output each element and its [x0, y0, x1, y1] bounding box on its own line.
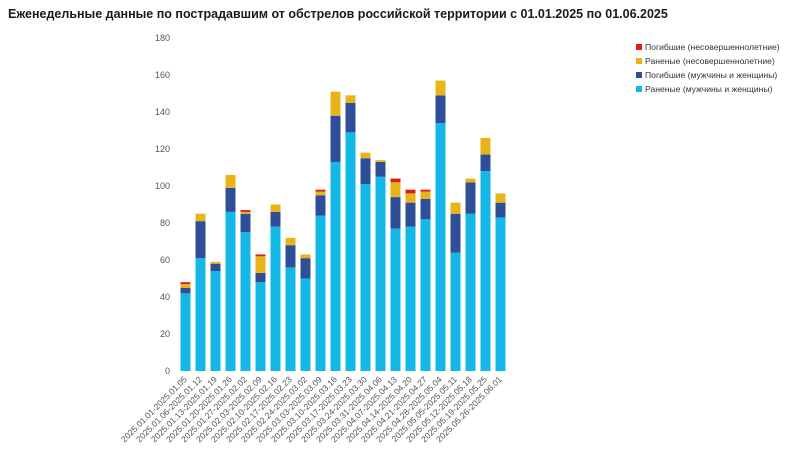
bar-segment-series-0-cat-20 — [480, 171, 491, 371]
bar-segment-series-0-cat-8 — [300, 278, 311, 371]
bar-segment-series-3-cat-15 — [405, 189, 416, 194]
bar-segment-series-2-cat-20 — [480, 137, 491, 155]
bar-segment-series-1-cat-7 — [285, 245, 296, 268]
bar-segment-series-2-cat-1 — [195, 213, 206, 222]
bar-segment-series-2-cat-17 — [435, 80, 446, 96]
bar-segment-series-1-cat-8 — [300, 258, 311, 279]
bar-segment-series-0-cat-17 — [435, 123, 446, 371]
bar-segment-series-2-cat-19 — [465, 178, 476, 183]
bar-segment-series-3-cat-9 — [315, 189, 326, 192]
y-tick-label: 120 — [155, 144, 170, 154]
y-tick-label: 0 — [165, 366, 170, 376]
bar-segment-series-2-cat-6 — [270, 204, 281, 212]
bar-segment-series-2-cat-8 — [300, 254, 311, 259]
bar-segment-series-1-cat-21 — [495, 202, 506, 218]
bar-segment-series-3-cat-14 — [390, 178, 401, 183]
bar-segment-series-1-cat-13 — [375, 161, 386, 177]
y-axis: 0 20 40 60 80 100 120 140 160 180 — [155, 33, 170, 376]
bar-segment-series-1-cat-1 — [195, 221, 206, 259]
y-tick-label: 40 — [160, 292, 170, 302]
legend-label: Раненые (мужчины и женщины) — [645, 84, 773, 94]
legend: Погибшие (несовершеннолетние) Раненые (не… — [636, 42, 780, 94]
bar-segment-series-2-cat-7 — [285, 237, 296, 246]
bar-segment-series-1-cat-11 — [345, 102, 356, 133]
y-tick-label: 60 — [160, 255, 170, 265]
bar-segment-series-0-cat-11 — [345, 132, 356, 371]
bar-segment-series-2-cat-18 — [450, 202, 461, 214]
bar-segment-series-0-cat-3 — [225, 211, 236, 371]
bar-segment-series-1-cat-6 — [270, 211, 281, 227]
y-tick-label: 140 — [155, 107, 170, 117]
bar-segment-series-0-cat-6 — [270, 226, 281, 371]
bar-segment-series-1-cat-4 — [240, 213, 251, 233]
bar-segment-series-0-cat-13 — [375, 176, 386, 371]
bar-segment-series-2-cat-15 — [405, 193, 416, 203]
bar-segment-series-0-cat-16 — [420, 219, 431, 371]
bar-segment-series-1-cat-17 — [435, 95, 446, 124]
bar-segment-series-2-cat-10 — [330, 91, 341, 116]
bar-segment-series-1-cat-18 — [450, 213, 461, 253]
bar-segment-series-2-cat-3 — [225, 174, 236, 188]
bar-segment-series-0-cat-2 — [210, 271, 221, 371]
bar-segment-series-0-cat-10 — [330, 161, 341, 371]
bar-segment-series-2-cat-12 — [360, 152, 371, 159]
bar-segment-series-0-cat-7 — [285, 267, 296, 371]
y-tick-label: 20 — [160, 329, 170, 339]
legend-swatch — [636, 72, 642, 78]
bar-segment-series-1-cat-2 — [210, 263, 221, 272]
bar-segment-series-0-cat-1 — [195, 258, 206, 371]
bar-segment-series-1-cat-19 — [465, 182, 476, 214]
y-tick-label: 160 — [155, 70, 170, 80]
bar-segment-series-1-cat-5 — [255, 272, 266, 283]
bar-segment-series-3-cat-16 — [420, 189, 431, 192]
bar-segment-series-2-cat-0 — [180, 284, 191, 288]
bar-segment-series-3-cat-4 — [240, 210, 251, 212]
bar-segment-series-1-cat-20 — [480, 154, 491, 172]
legend-swatch — [636, 44, 642, 50]
bar-segment-series-0-cat-9 — [315, 215, 326, 371]
bar-segment-series-1-cat-12 — [360, 158, 371, 185]
bar-segment-series-2-cat-9 — [315, 191, 326, 196]
bar-segment-series-0-cat-14 — [390, 228, 401, 371]
y-tick-label: 100 — [155, 181, 170, 191]
bar-segment-series-2-cat-13 — [375, 160, 386, 162]
x-axis: 2025.01.01-2025.01.052025.01.06-2025.01.… — [119, 374, 504, 444]
y-tick-label: 180 — [155, 33, 170, 43]
legend-swatch — [636, 86, 642, 92]
y-tick-label: 80 — [160, 218, 170, 228]
bar-segment-series-0-cat-12 — [360, 184, 371, 371]
legend-label: Раненые (несовершеннолетние) — [645, 56, 775, 66]
bar-segment-series-0-cat-15 — [405, 226, 416, 371]
bar-segment-series-2-cat-11 — [345, 95, 356, 103]
bar-segment-series-2-cat-16 — [420, 191, 431, 199]
legend-label: Погибшие (мужчины и женщины) — [645, 70, 777, 80]
bar-segment-series-1-cat-0 — [180, 287, 191, 294]
chart-title: Еженедельные данные по пострадавшим от о… — [8, 7, 668, 21]
bar-segment-series-2-cat-5 — [255, 256, 266, 273]
bar-segment-series-0-cat-19 — [465, 213, 476, 371]
bar-segment-series-2-cat-4 — [240, 211, 251, 214]
bar-segment-series-0-cat-21 — [495, 217, 506, 371]
bar-segment-series-1-cat-14 — [390, 197, 401, 229]
bar-segment-series-3-cat-0 — [180, 282, 191, 285]
bar-segment-series-0-cat-5 — [255, 282, 266, 371]
bar-segment-series-0-cat-0 — [180, 293, 191, 371]
legend-label: Погибшие (несовершеннолетние) — [645, 42, 780, 52]
bar-segment-series-1-cat-15 — [405, 202, 416, 227]
bar-segment-series-0-cat-18 — [450, 252, 461, 371]
bars-group — [180, 80, 506, 371]
bar-segment-series-3-cat-5 — [255, 254, 266, 257]
bar-segment-series-1-cat-16 — [420, 198, 431, 220]
bar-segment-series-2-cat-14 — [390, 182, 401, 198]
bar-segment-series-1-cat-3 — [225, 187, 236, 212]
bar-segment-series-1-cat-10 — [330, 115, 341, 162]
legend-swatch — [636, 58, 642, 64]
bar-segment-series-1-cat-9 — [315, 195, 326, 216]
bar-segment-series-2-cat-2 — [210, 261, 221, 264]
bar-segment-series-2-cat-21 — [495, 193, 506, 203]
bar-segment-series-0-cat-4 — [240, 232, 251, 371]
